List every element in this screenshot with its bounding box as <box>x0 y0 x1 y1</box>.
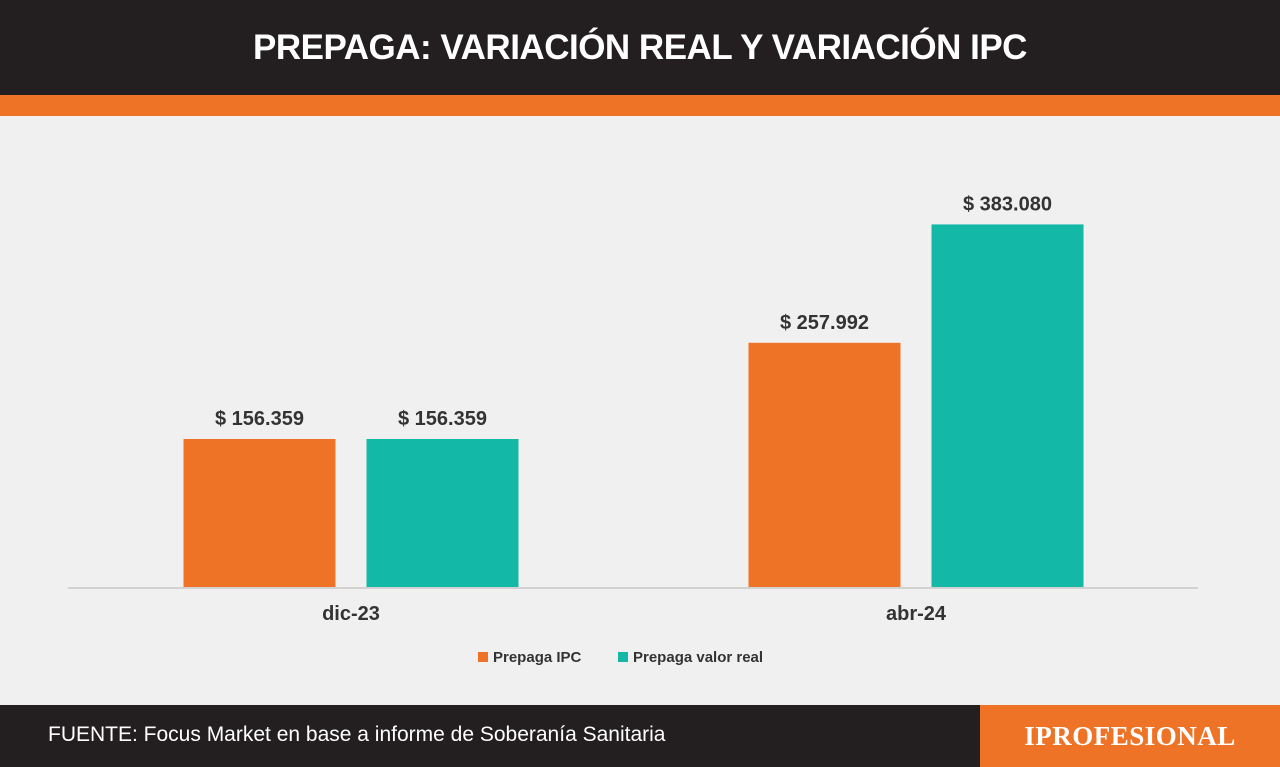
chart-title: PREPAGA: VARIACIÓN REAL Y VARIACIÓN IPC <box>253 27 1027 67</box>
brand-box: IPROFESIONAL <box>980 705 1280 767</box>
header-bar: PREPAGA: VARIACIÓN REAL Y VARIACIÓN IPC <box>0 0 1280 95</box>
legend-swatch <box>478 652 488 662</box>
data-label: $ 383.080 <box>963 193 1052 215</box>
bar-abr-24-1 <box>931 224 1084 587</box>
legend-swatch <box>618 652 628 662</box>
brand-logo: IPROFESIONAL <box>1024 720 1236 751</box>
x-tick-label: abr-24 <box>886 603 947 625</box>
bar-dic-23-1 <box>366 439 519 587</box>
legend-label: Prepaga valor real <box>633 649 763 666</box>
footer-bar: FUENTE: Focus Market en base a informe d… <box>0 705 1280 767</box>
accent-band <box>0 95 1280 116</box>
data-label: $ 156.359 <box>215 408 304 430</box>
bar-abr-24-0 <box>748 342 901 587</box>
data-label: $ 257.992 <box>780 312 869 334</box>
data-label: $ 156.359 <box>398 408 487 430</box>
bar-chart: $ 156.359 $ 156.359 dic-23 $ 257.992 $ 383.0… <box>68 193 1198 666</box>
x-tick-label: dic-23 <box>322 603 380 625</box>
bar-dic-23-0 <box>183 439 336 587</box>
source-note: FUENTE: Focus Market en base a informe d… <box>48 723 666 746</box>
legend-label: Prepaga IPC <box>493 649 582 666</box>
